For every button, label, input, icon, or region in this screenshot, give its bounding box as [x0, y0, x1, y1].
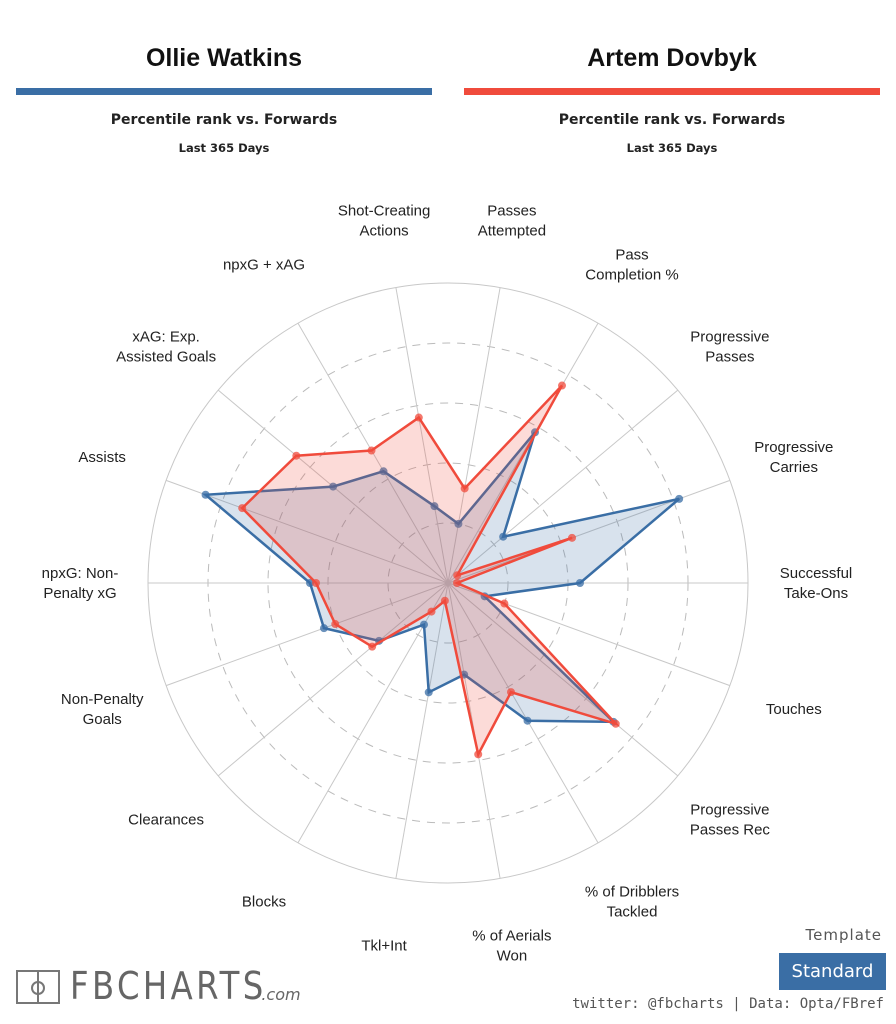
axis-label: Touches	[766, 701, 822, 718]
axis-label: Assists	[78, 449, 126, 466]
axis-label: Shot-Creating	[338, 203, 431, 220]
data-point	[440, 596, 449, 605]
axis-label: Passes	[705, 348, 754, 365]
axis-label: npxG + xAG	[223, 256, 305, 273]
axis-label: Won	[497, 947, 528, 964]
spoke	[217, 582, 449, 777]
player1-subtitle: Percentile rank vs. Forwards	[110, 112, 338, 128]
player2-subtitle: Percentile rank vs. Forwards	[558, 112, 786, 128]
axis-label: Successful	[780, 565, 853, 582]
axis-label: Tackled	[607, 904, 658, 921]
data-point	[460, 484, 469, 493]
data-point	[611, 719, 620, 728]
data-point	[420, 620, 428, 629]
template-label: Template	[805, 926, 882, 944]
data-point	[368, 642, 377, 651]
axis-label: Assisted Goals	[116, 348, 216, 365]
data-point	[292, 451, 301, 460]
player2-color-bar	[464, 88, 880, 95]
axis-label: Goals	[83, 711, 122, 728]
data-point	[500, 599, 509, 608]
spoke	[165, 582, 449, 687]
data-point	[453, 571, 462, 580]
data-point	[312, 579, 320, 587]
player1-color-bar	[16, 88, 432, 95]
data-point	[306, 579, 314, 587]
data-point	[329, 482, 338, 491]
data-point	[238, 504, 247, 513]
axis-label: Carries	[770, 459, 818, 476]
data-point	[453, 579, 461, 587]
fbcharts-logo: FBCHARTS .com	[16, 967, 301, 1005]
axis-label: xAG: Exp.	[132, 328, 200, 345]
player2-period: Last 365 Days	[626, 141, 718, 155]
data-point	[568, 533, 577, 542]
data-point	[379, 467, 388, 476]
data-point	[424, 688, 433, 697]
data-point	[414, 413, 423, 422]
data-point	[675, 494, 684, 503]
data-point	[427, 607, 436, 616]
spoke	[395, 287, 449, 584]
data-point	[523, 716, 532, 725]
axis-label: Penalty xG	[43, 585, 116, 602]
player1-name: Ollie Watkins	[145, 44, 303, 72]
data-point	[331, 620, 340, 629]
player2-name: Artem Dovbyk	[587, 44, 757, 72]
axis-label: % of Aerials	[472, 927, 551, 944]
spoke	[447, 582, 599, 844]
data-point	[430, 502, 439, 511]
axis-label: Passes	[487, 203, 536, 220]
spoke	[165, 479, 449, 584]
axis-label: Actions	[359, 223, 408, 240]
credit-text: twitter: @fbcharts | Data: Opta/FBref	[572, 996, 884, 1012]
axis-label: Take-Ons	[784, 585, 848, 602]
axis-label: Attempted	[478, 223, 546, 240]
spoke	[395, 582, 449, 879]
axis-label: Non-Penalty	[61, 691, 144, 708]
data-point	[507, 688, 515, 697]
data-point	[576, 579, 584, 587]
data-point	[201, 490, 210, 499]
data-point	[499, 532, 508, 541]
axis-label: Completion %	[585, 266, 678, 283]
axis-label: npxG: Non-	[42, 565, 119, 582]
pitch-icon	[16, 970, 60, 1004]
axis-label: Blocks	[242, 894, 286, 911]
axis-label: Tkl+Int	[361, 937, 407, 954]
axis-label: Progressive	[690, 328, 769, 345]
spoke	[447, 322, 599, 584]
spoke	[447, 287, 501, 584]
player1-period: Last 365 Days	[178, 141, 270, 155]
spoke	[447, 582, 679, 777]
template-standard-button[interactable]: Standard	[779, 953, 886, 990]
axis-label: Pass	[615, 246, 648, 263]
spoke	[447, 389, 679, 584]
data-point	[474, 750, 483, 759]
axis-label: % of Dribblers	[585, 884, 679, 901]
axis-label: Progressive	[690, 802, 769, 819]
spoke	[447, 479, 731, 584]
data-point	[367, 446, 376, 455]
axis-label: Passes Rec	[690, 822, 771, 839]
data-point	[558, 381, 566, 390]
axis-label: Progressive	[754, 439, 833, 456]
axis-label: Clearances	[128, 812, 204, 829]
data-point	[454, 519, 463, 528]
data-point	[319, 624, 328, 633]
